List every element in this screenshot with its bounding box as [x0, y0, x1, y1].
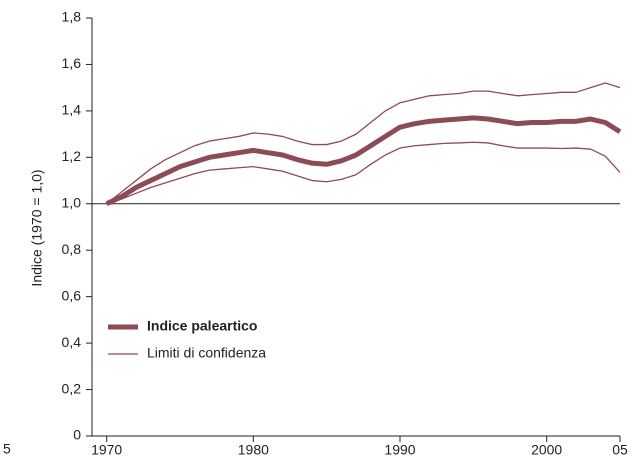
y-tick-label: 1,8 — [62, 9, 82, 25]
y-axis-label: Indice (1970 = 1,0) — [29, 169, 45, 286]
y-tick-label: 0,2 — [62, 380, 82, 396]
index-line — [105, 115, 622, 207]
x-tick-label: 1980 — [238, 442, 269, 457]
clipped-label: 5 — [3, 441, 11, 457]
legend-label: Limiti di confidenza — [147, 345, 266, 361]
x-tick-label: 05 — [612, 442, 628, 457]
y-tick-label: 0,8 — [62, 241, 82, 257]
y-tick-label: 1,4 — [62, 102, 82, 118]
x-tick-label: 2000 — [531, 442, 562, 457]
x-tick-label: 1970 — [91, 442, 122, 457]
y-tick-label: 0,6 — [62, 287, 82, 303]
y-tick-label: 1,2 — [62, 148, 82, 164]
legend-label: Indice paleartico — [147, 318, 257, 334]
confidence-line — [106, 141, 621, 205]
y-tick-label: 0 — [73, 427, 81, 443]
y-tick-label: 1,6 — [62, 55, 82, 71]
y-tick-label: 0,4 — [62, 334, 82, 350]
x-tick-label: 1990 — [384, 442, 415, 457]
confidence-line — [106, 82, 621, 205]
y-tick-label: 1,0 — [62, 194, 82, 210]
